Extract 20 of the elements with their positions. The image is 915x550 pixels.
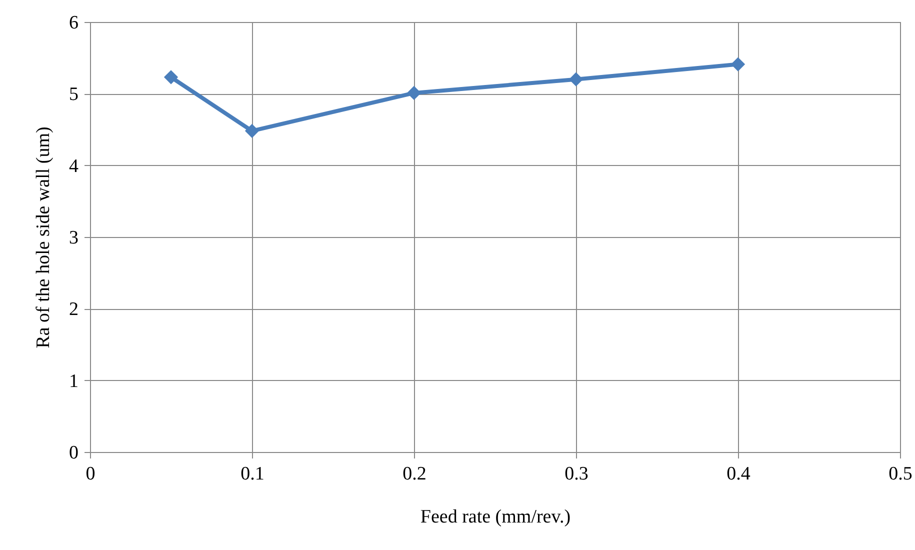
y-tick-label: 4 xyxy=(69,156,79,177)
point xyxy=(164,70,178,84)
point xyxy=(730,57,746,72)
x-tick-label: 0 xyxy=(86,464,96,484)
y-axis-title: Ra of the hole side wall (um) xyxy=(33,126,54,348)
x-tick-label: 0.2 xyxy=(402,464,426,484)
y-tick-label: 5 xyxy=(69,84,78,106)
point xyxy=(568,72,584,86)
y-tick-label: 0 xyxy=(69,442,78,464)
y-tick-label: 3 xyxy=(69,228,78,248)
y-tick-label: 1 xyxy=(69,370,78,392)
x-tick-label: 0.1 xyxy=(240,464,264,484)
x-axis-title: Feed rate (mm/rev.) xyxy=(420,506,571,528)
x-tick-label: 0.4 xyxy=(726,464,751,484)
x-tick-label: 0.5 xyxy=(888,464,912,484)
x-tick-label: 0.3 xyxy=(564,464,588,484)
y-tick-label: 2 xyxy=(69,299,78,320)
y-tick-label: 6 xyxy=(69,12,78,34)
point xyxy=(244,124,260,138)
point xyxy=(406,86,422,100)
